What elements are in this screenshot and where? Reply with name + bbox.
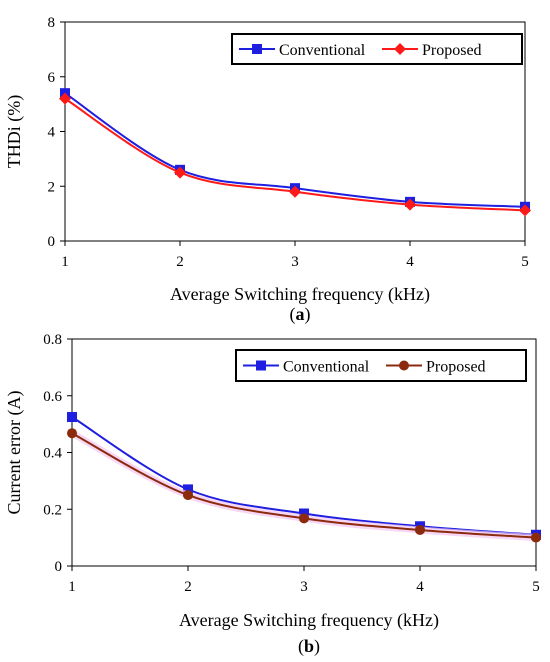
chart-a-series-proposed <box>59 92 531 217</box>
chart-b-series-proposed-point <box>183 490 193 501</box>
chart-b-legend-proposed-swatch-marker <box>399 360 409 371</box>
chart-b-series-proposed <box>67 428 541 543</box>
chart-a-x-tick-label: 1 <box>61 254 69 270</box>
chart-a-y-tick-label: 8 <box>48 15 56 31</box>
chart-b-x-tick-label: 2 <box>184 579 192 595</box>
chart-a-x-tick-label: 5 <box>521 254 529 270</box>
chart-b-legend-proposed-label: Proposed <box>426 359 486 376</box>
chart-b-x-tick-label: 4 <box>416 579 424 595</box>
chart-b: 0 0.2 0.4 0.6 0.8 1 2 3 4 5 Average Switching freq… <box>4 332 541 657</box>
chart-a: 0 2 4 6 8 1 2 3 4 5 Average Switching frequency (k… <box>4 15 531 325</box>
chart-b-legend-conventional-swatch-marker <box>256 360 266 371</box>
chart-a-x-tick-label: 4 <box>406 254 414 270</box>
chart-a-legend-proposed-label: Proposed <box>422 42 482 59</box>
chart-b-y-tick-label: 0.2 <box>43 502 62 518</box>
chart-a-legend-conventional-swatch-marker <box>252 44 262 54</box>
chart-b-x-axis-label: Average Switching frequency (kHz) <box>179 610 439 631</box>
chart-a-y-axis-label: THDi (%) <box>4 95 25 168</box>
chart-a-legend-proposed-swatch-marker <box>394 43 406 55</box>
chart-a-y-tick-label: 0 <box>48 234 56 250</box>
chart-b-series-conventional-point <box>67 412 77 423</box>
chart-b-legend-conventional-label: Conventional <box>283 359 370 376</box>
chart-b-y-tick-label: 0 <box>55 559 63 575</box>
chart-a-legend-conventional-label: Conventional <box>279 42 366 59</box>
chart-a-y-tick-label: 4 <box>48 125 56 141</box>
chart-b-y-tick-label: 0.8 <box>43 332 62 348</box>
chart-b-series-proposed-point <box>415 524 425 535</box>
chart-b-legend: Conventional Proposed <box>235 349 527 382</box>
chart-a-x-tick-label: 3 <box>291 254 299 270</box>
chart-b-series-proposed-point <box>299 513 309 524</box>
chart-b-series-proposed-point <box>67 428 77 439</box>
chart-a-y-tick-label: 2 <box>48 179 56 195</box>
chart-a-series-proposed-point <box>519 204 531 217</box>
chart-a-series-proposed-point <box>59 92 71 105</box>
chart-a-panel-label: (a) <box>290 304 311 325</box>
chart-a-legend: Conventional Proposed <box>231 33 523 65</box>
chart-b-x-tick-label: 1 <box>68 579 76 595</box>
chart-b-y-tick-label: 0.4 <box>43 446 62 462</box>
chart-b-panel-label: (b) <box>298 636 320 657</box>
chart-a-x-tick-label: 2 <box>176 254 184 270</box>
chart-b-series-proposed-point <box>531 532 541 543</box>
chart-b-series-conventional-point <box>183 484 193 495</box>
chart-a-series-proposed-point <box>174 166 186 179</box>
chart-b-x-tick-label: 5 <box>532 579 540 595</box>
chart-a-y-tick-label: 6 <box>48 70 56 86</box>
chart-b-legend-box <box>235 349 527 382</box>
chart-a-legend-box <box>231 33 523 65</box>
chart-b-y-axis-label: Current error (A) <box>4 391 25 515</box>
chart-a-x-axis-label: Average Switching frequency (kHz) <box>170 284 430 305</box>
chart-a-series-proposed-point <box>404 198 416 211</box>
chart-b-y-tick-label: 0.6 <box>43 389 62 405</box>
chart-a-series-proposed-point <box>289 185 301 198</box>
chart-b-x-tick-label: 3 <box>300 579 308 595</box>
